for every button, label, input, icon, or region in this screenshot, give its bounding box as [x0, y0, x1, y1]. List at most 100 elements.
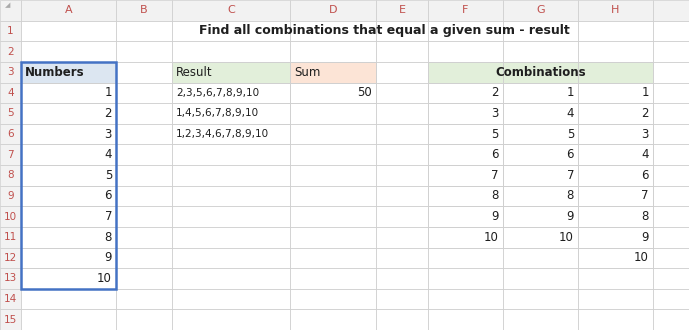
Bar: [503, 103, 578, 124]
Text: Result: Result: [176, 66, 213, 79]
Bar: [116, 268, 172, 289]
Bar: [503, 227, 578, 248]
Bar: [578, 82, 653, 103]
Bar: [376, 268, 428, 289]
Bar: [578, 103, 653, 124]
Bar: [21, 248, 116, 268]
Bar: [21, 41, 116, 62]
Bar: [0, 82, 21, 103]
Bar: [0, 227, 21, 248]
Bar: [21, 165, 116, 185]
Bar: [0, 41, 21, 62]
Bar: [21, 268, 116, 289]
Text: 10: 10: [4, 212, 17, 221]
Bar: [503, 0, 578, 20]
Bar: [21, 310, 116, 330]
Bar: [376, 145, 428, 165]
Text: 2,3,5,6,7,8,9,10: 2,3,5,6,7,8,9,10: [176, 88, 259, 98]
Text: 11: 11: [4, 232, 17, 242]
Bar: [0, 185, 21, 206]
Bar: [578, 124, 653, 145]
Bar: [578, 103, 653, 124]
Text: Sum: Sum: [294, 66, 320, 79]
Bar: [0, 124, 21, 145]
Bar: [428, 248, 503, 268]
Bar: [116, 206, 172, 227]
Text: 3: 3: [641, 128, 649, 141]
Bar: [376, 248, 428, 268]
Text: C: C: [227, 5, 235, 15]
Bar: [428, 41, 503, 62]
Bar: [116, 82, 172, 103]
Bar: [116, 0, 172, 20]
Bar: [21, 227, 116, 248]
Bar: [376, 145, 428, 165]
Bar: [428, 310, 503, 330]
Bar: [428, 227, 503, 248]
Bar: [503, 268, 578, 289]
Bar: [290, 145, 376, 165]
Bar: [290, 124, 376, 145]
Bar: [21, 248, 116, 268]
Bar: [376, 227, 428, 248]
Bar: [653, 206, 689, 227]
Text: 8: 8: [566, 189, 574, 202]
Bar: [503, 103, 578, 124]
Text: 8: 8: [641, 210, 649, 223]
Bar: [290, 62, 376, 82]
Bar: [0, 185, 21, 206]
Bar: [116, 185, 172, 206]
Bar: [116, 206, 172, 227]
Bar: [428, 82, 503, 103]
Bar: [21, 62, 116, 82]
Bar: [290, 41, 376, 62]
Bar: [290, 82, 376, 103]
Bar: [21, 124, 116, 145]
Bar: [172, 103, 290, 124]
Bar: [116, 289, 172, 310]
Bar: [653, 268, 689, 289]
Bar: [578, 185, 653, 206]
Bar: [503, 82, 578, 103]
Bar: [503, 185, 578, 206]
Text: 5: 5: [492, 128, 499, 141]
Bar: [503, 103, 578, 124]
Bar: [503, 227, 578, 248]
Text: 10: 10: [97, 272, 112, 285]
Bar: [653, 227, 689, 248]
Bar: [290, 124, 376, 145]
Bar: [290, 185, 376, 206]
Bar: [653, 268, 689, 289]
Text: 3: 3: [105, 128, 112, 141]
Bar: [653, 41, 689, 62]
Bar: [290, 227, 376, 248]
Bar: [428, 165, 503, 185]
Bar: [653, 145, 689, 165]
Bar: [172, 41, 290, 62]
Bar: [290, 165, 376, 185]
Bar: [0, 124, 21, 145]
Bar: [116, 248, 172, 268]
Text: 10: 10: [634, 251, 649, 264]
Text: 9: 9: [566, 210, 574, 223]
Bar: [116, 248, 172, 268]
Text: 50: 50: [358, 86, 372, 99]
Bar: [376, 103, 428, 124]
Bar: [172, 20, 290, 41]
Bar: [172, 268, 290, 289]
Bar: [578, 206, 653, 227]
Bar: [653, 103, 689, 124]
Bar: [376, 0, 428, 20]
Bar: [172, 82, 290, 103]
Text: 9: 9: [105, 251, 112, 264]
Bar: [21, 82, 116, 103]
Bar: [172, 0, 290, 20]
Bar: [172, 62, 290, 82]
Bar: [428, 268, 503, 289]
Bar: [428, 124, 503, 145]
Bar: [116, 103, 172, 124]
Text: 2: 2: [105, 107, 112, 120]
Bar: [116, 227, 172, 248]
Bar: [172, 206, 290, 227]
Bar: [172, 103, 290, 124]
